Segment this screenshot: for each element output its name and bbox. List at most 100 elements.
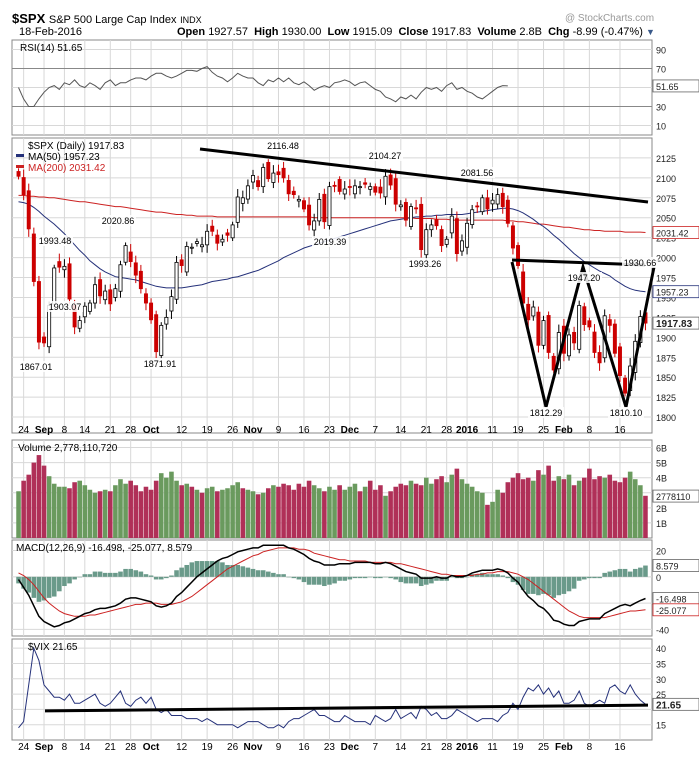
volume-bar [240, 488, 246, 538]
vix-support-trendline [44, 703, 649, 713]
vix-x-label: 2016 [456, 742, 479, 753]
price-annotation-bg [47, 301, 83, 312]
vix-x-label: 14 [395, 742, 407, 753]
macd-histogram-bar [587, 576, 592, 579]
volume-bar [82, 485, 88, 538]
candle-body [205, 230, 210, 246]
macd-histogram-bar [230, 564, 235, 577]
candle-body [245, 185, 250, 200]
volume-bar [291, 489, 297, 538]
price-panel [11, 137, 653, 434]
candle-body [169, 296, 174, 312]
macd-histogram-bar [556, 576, 562, 596]
macd-histogram-bar [235, 564, 241, 577]
price-annotation-bg [265, 140, 301, 151]
macd-histogram-bar [77, 576, 83, 578]
volume-bar [138, 491, 144, 538]
candle-body [373, 186, 378, 193]
price-annotation-bg [407, 258, 443, 269]
volume-bar [454, 468, 460, 538]
volume-bar [423, 477, 429, 538]
macd-histogram-bar [367, 576, 373, 578]
volume-bar [199, 492, 205, 538]
macd-histogram-bar [194, 561, 200, 577]
candle-body [230, 224, 235, 239]
candle-body [128, 251, 133, 262]
price-tick-label: 2000 [656, 254, 676, 264]
macd-histogram-bar [296, 576, 302, 580]
macd-histogram-bar [337, 576, 342, 581]
volume-bar [220, 489, 225, 538]
macd-histogram-bar [515, 576, 521, 585]
price-annotation: 2020.86 [102, 216, 135, 226]
candle-body [240, 197, 245, 204]
rsi-line [18, 66, 508, 107]
price-annotation: 2019.39 [314, 237, 347, 247]
candle-body [526, 303, 531, 321]
candle-body [480, 197, 485, 213]
macd-histogram-bar [383, 576, 388, 578]
volume-bar [464, 483, 470, 538]
macd-histogram-bar [332, 576, 337, 584]
candle-body [36, 281, 41, 343]
candle-body [419, 203, 424, 251]
candle-body [256, 180, 261, 188]
volume-bar [500, 492, 506, 538]
candle-body [541, 320, 546, 346]
macd-histogram-bar [209, 561, 215, 577]
volume-bar [62, 486, 67, 538]
vix-x-label: 24 [18, 742, 30, 753]
macd-histogram-bar [57, 576, 62, 592]
vix-panel [11, 638, 653, 741]
candle-body [133, 262, 138, 276]
macd-histogram-bar [286, 576, 291, 578]
macd-histogram-bar [265, 571, 271, 577]
volume-tick-label: 2B [656, 504, 667, 514]
vix-tick-label: 40 [656, 644, 666, 654]
volume-bar [408, 480, 414, 538]
vix-x-label: Nov [244, 742, 263, 753]
candle-body [220, 238, 225, 243]
vix-x-label: Feb [555, 742, 573, 753]
candle-body [368, 186, 373, 190]
ohlc-row: Open 1927.57 High 1930.00 Low 1915.09 Cl… [177, 26, 655, 38]
macd-histogram-bar [617, 568, 623, 577]
volume-bar [26, 474, 32, 538]
price-annotation: 2116.48 [267, 141, 299, 151]
macd-histogram-bar [311, 576, 317, 585]
volume-bar [510, 477, 516, 538]
candle-body [454, 218, 459, 255]
volume-bar [87, 489, 93, 538]
vix-legend: $VIX 21.65 [28, 642, 78, 653]
candle-body [235, 196, 240, 223]
candle-body [108, 289, 113, 305]
volume-bar [107, 491, 113, 538]
candle-body [572, 331, 577, 344]
macd-histogram-bar [62, 576, 67, 587]
macd-histogram-bar [546, 576, 551, 596]
candle-body [154, 314, 159, 353]
macd-last-label: -16.498 [656, 595, 687, 605]
candle-body [439, 229, 444, 247]
vix-x-label: 16 [614, 742, 626, 753]
ma200-last-label-box [652, 226, 699, 239]
volume-bar [398, 483, 404, 538]
volume-bar [617, 482, 623, 538]
candle-body [592, 331, 597, 353]
price-x-label: 23 [324, 425, 336, 436]
candle-body [276, 171, 281, 176]
candle-body [225, 232, 230, 236]
candle-body [261, 167, 266, 188]
volume-tick-label: 1B [656, 519, 667, 529]
vix-x-label: Dec [341, 742, 360, 753]
price-x-label: 14 [395, 425, 407, 436]
macd-histogram-bar [480, 572, 485, 577]
candle-body [312, 220, 317, 231]
macd-histogram-bar [602, 572, 607, 577]
volume-bar [235, 482, 241, 538]
volume-bar [16, 491, 21, 538]
volume-bar [174, 480, 179, 538]
candle-body [607, 319, 612, 326]
candle-body [98, 279, 103, 297]
candle-body [194, 241, 199, 244]
